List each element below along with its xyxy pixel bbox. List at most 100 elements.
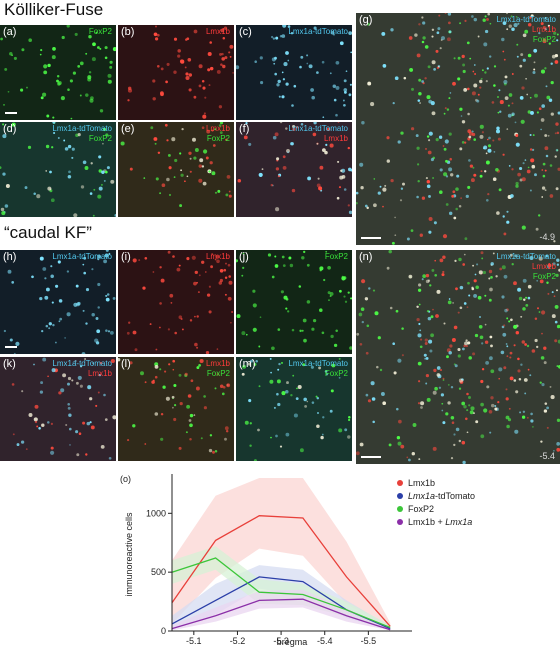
channel-label: Lmx1b <box>205 27 230 36</box>
channel-label: Lmx1b <box>87 369 112 378</box>
panel-label: (m) <box>239 358 256 370</box>
channel-legend: Lmx1a-tdTomato Lmx1b FoxP2 <box>496 252 556 282</box>
series-band <box>172 478 391 629</box>
panel-label: (l) <box>121 358 131 370</box>
channel-label: FoxP2 <box>532 272 556 281</box>
panel-e-merge: (e) Lmx1b FoxP2 <box>118 122 234 217</box>
channel-label: Lmx1a-tdTomato <box>288 359 348 368</box>
panel-l-merge: (l) Lmx1b FoxP2 <box>118 357 234 461</box>
series-line <box>171 557 391 629</box>
bregma-label: -4.9 <box>539 232 555 242</box>
x-tick-label: -5.2 <box>230 636 246 646</box>
channel-label: Lmx1a-tdTomato <box>52 359 112 368</box>
micrograph-image <box>0 250 116 354</box>
channel-legend: FoxP2 <box>325 252 348 262</box>
y-tick-label: 500 <box>151 567 166 577</box>
chart-panel-label: (o) <box>120 474 131 484</box>
micrograph-image <box>118 357 234 461</box>
channel-label: Lmx1b <box>205 252 230 261</box>
legend-entry: FoxP2 <box>408 504 434 514</box>
legend-marker <box>397 519 403 525</box>
channel-label: Lmx1a-tdTomato <box>52 252 112 261</box>
panel-c-tdtomato: (c) Lmx1a-tdTomato <box>236 25 352 120</box>
legend-entry: Lmx1b <box>408 478 435 488</box>
channel-label: Lmx1b <box>205 359 230 368</box>
micrograph-image <box>236 357 352 461</box>
channel-label: FoxP2 <box>206 369 230 378</box>
y-tick-label: 1000 <box>146 508 166 518</box>
legend-marker <box>397 480 403 486</box>
panel-b-lmx1b: (b) Lmx1b <box>118 25 234 120</box>
channel-legend: FoxP2 <box>89 27 112 37</box>
channel-legend: Lmx1a-tdTomato Lmx1b <box>52 359 112 379</box>
micrograph-image <box>118 250 234 354</box>
panel-label: (d) <box>3 123 17 135</box>
x-tick-label: -5.3 <box>273 636 289 646</box>
panel-d-merge: (d) Lmx1a-tdTomato FoxP2 <box>0 122 116 217</box>
channel-legend: Lmx1a-tdTomato <box>52 252 112 262</box>
channel-legend: Lmx1a-tdTomato Lmx1b <box>288 124 348 144</box>
y-axis-label: immunoreactive cells <box>124 512 134 597</box>
panel-g-triple-merge: (g) Lmx1a-tdTomato Lmx1b FoxP2 -4.9 <box>356 13 560 245</box>
quantification-chart: (o) 0 500 1000 -5.1 -5.2 -5.3 -5.4 -5.5 immunorea… <box>120 468 560 647</box>
channel-label: FoxP2 <box>88 27 112 36</box>
channel-label: Lmx1a-tdTomato <box>496 15 556 24</box>
channel-label: Lmx1a-tdTomato <box>288 124 348 133</box>
panel-k-merge: (k) Lmx1a-tdTomato Lmx1b <box>0 357 116 461</box>
panel-n-triple-merge: (n) Lmx1a-tdTomato Lmx1b FoxP2 -5.4 <box>356 250 560 464</box>
panel-label: (n) <box>359 251 373 263</box>
channel-label: FoxP2 <box>324 252 348 261</box>
x-tick-label: -5.1 <box>186 636 202 646</box>
heading-caudal-kf: “caudal KF” <box>4 223 92 242</box>
channel-legend: Lmx1a-tdTomato FoxP2 <box>288 359 348 379</box>
channel-legend: Lmx1b FoxP2 <box>206 359 230 379</box>
legend-entry: Lmx1a-tdTomato <box>408 491 475 501</box>
channel-legend: Lmx1b FoxP2 <box>206 124 230 144</box>
channel-legend: Lmx1b <box>206 27 230 37</box>
legend-marker <box>397 493 403 499</box>
micrograph-image <box>356 13 560 245</box>
panel-label: (j) <box>239 251 249 263</box>
channel-label: Lmx1b <box>531 262 556 271</box>
series-band <box>172 565 391 630</box>
channel-legend: Lmx1a-tdTomato FoxP2 <box>52 124 112 144</box>
heading-kf: Kölliker-Fuse <box>4 0 104 19</box>
bregma-label: -5.4 <box>539 451 555 461</box>
panel-label: (b) <box>121 26 135 38</box>
y-tick-label: 0 <box>161 626 166 636</box>
channel-legend: Lmx1a-tdTomato Lmx1b FoxP2 <box>496 15 556 45</box>
panel-label: (g) <box>359 14 373 26</box>
micrograph-image <box>236 122 352 217</box>
panel-label: (i) <box>121 251 131 263</box>
panel-label: (c) <box>239 26 252 38</box>
legend-marker <box>397 506 403 512</box>
series-line <box>171 598 391 631</box>
panel-f-merge: (f) Lmx1a-tdTomato Lmx1b <box>236 122 352 217</box>
channel-label: FoxP2 <box>88 134 112 143</box>
x-axis-label: bregma <box>277 637 308 647</box>
panel-j-foxp2: (j) FoxP2 <box>236 250 352 354</box>
panel-label: (k) <box>3 358 16 370</box>
micrograph-image <box>0 122 116 217</box>
channel-label: Lmx1a-tdTomato <box>52 124 112 133</box>
micrograph-image <box>118 25 234 120</box>
series-line <box>171 515 391 627</box>
panel-i-lmx1b: (i) Lmx1b <box>118 250 234 354</box>
channel-label: FoxP2 <box>324 369 348 378</box>
scale-bar <box>5 112 17 114</box>
channel-label: Lmx1b <box>205 124 230 133</box>
scale-bar <box>5 346 17 348</box>
micrograph-image <box>118 122 234 217</box>
panel-a-foxp2: (a) FoxP2 <box>0 25 116 120</box>
panel-m-merge: (m) Lmx1a-tdTomato FoxP2 <box>236 357 352 461</box>
channel-legend: Lmx1a-tdTomato <box>288 27 348 37</box>
scale-bar <box>361 456 381 458</box>
micrograph-image <box>0 25 116 120</box>
micrograph-image <box>0 357 116 461</box>
micrograph-image <box>236 25 352 120</box>
chart-svg: (o) 0 500 1000 -5.1 -5.2 -5.3 -5.4 -5.5 immunorea… <box>120 474 475 647</box>
panel-label: (f) <box>239 123 250 135</box>
x-tick-label: -5.5 <box>361 636 377 646</box>
micrograph-image <box>356 250 560 464</box>
channel-label: FoxP2 <box>532 35 556 44</box>
